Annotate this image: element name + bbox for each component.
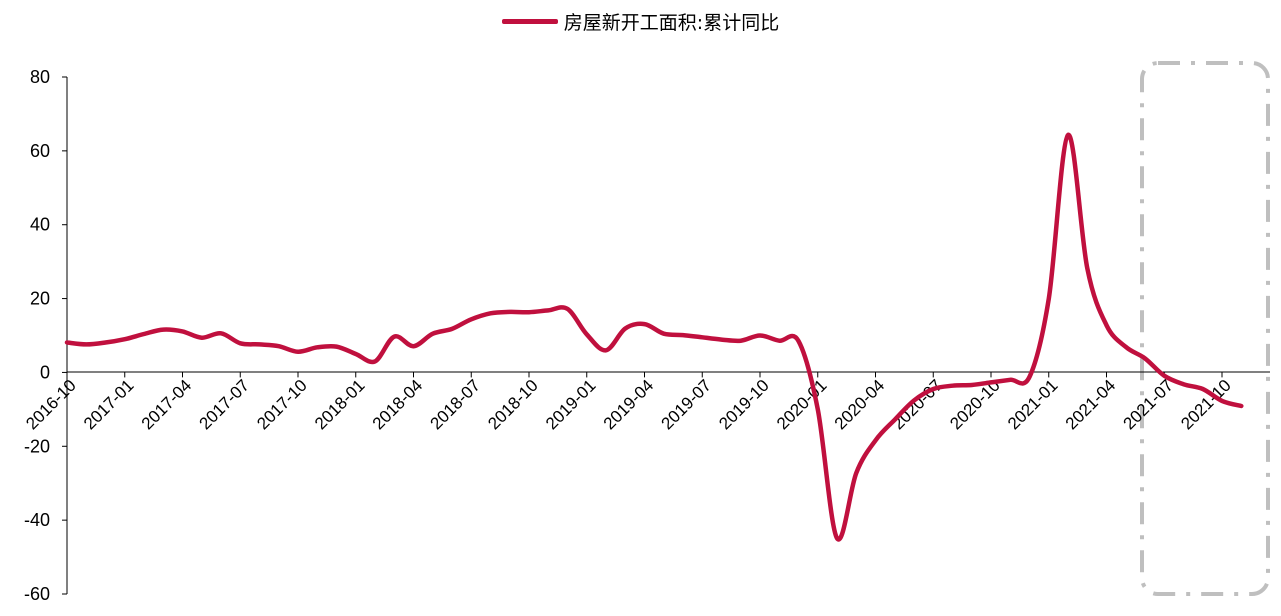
y-tick-label: 0 <box>40 362 50 382</box>
x-tick-label: 2021-04 <box>1062 376 1120 434</box>
x-tick-label: 2016-10 <box>22 376 80 434</box>
y-tick-label: 60 <box>30 141 50 161</box>
legend-label: 房屋新开工面积:累计同比 <box>563 12 780 34</box>
x-tick-label: 2018-01 <box>311 376 369 434</box>
x-tick-label: 2017-10 <box>253 376 311 434</box>
y-tick-label: 80 <box>30 67 50 87</box>
x-tick-label: 2021-07 <box>1120 376 1178 434</box>
y-tick-label: -40 <box>24 510 50 530</box>
y-tick-label: 20 <box>30 289 50 309</box>
x-tick-label: 2020-07 <box>889 376 947 434</box>
x-tick-label: 2019-04 <box>600 376 658 434</box>
x-tick-label: 2017-07 <box>196 376 254 434</box>
x-tick-label: 2021-01 <box>1004 376 1062 434</box>
y-tick-label: -60 <box>24 584 50 604</box>
x-tick-label: 2018-10 <box>484 376 542 434</box>
x-tick-label: 2019-07 <box>658 376 716 434</box>
highlight-box <box>1140 61 1270 596</box>
legend-swatch <box>501 19 558 24</box>
legend: 房屋新开工面积:累计同比 <box>0 8 1281 35</box>
y-tick-label: 40 <box>30 215 50 235</box>
x-tick-label: 2019-01 <box>542 376 600 434</box>
x-tick-label: 2019-10 <box>715 376 773 434</box>
y-tick-label: -20 <box>24 436 50 456</box>
x-tick-label: 2017-04 <box>138 376 196 434</box>
x-tick-label: 2018-04 <box>369 376 427 434</box>
x-tick-label: 2017-01 <box>80 376 138 434</box>
x-tick-label: 2020-04 <box>831 376 889 434</box>
series-line <box>64 132 1244 542</box>
x-tick-label: 2018-07 <box>427 376 485 434</box>
